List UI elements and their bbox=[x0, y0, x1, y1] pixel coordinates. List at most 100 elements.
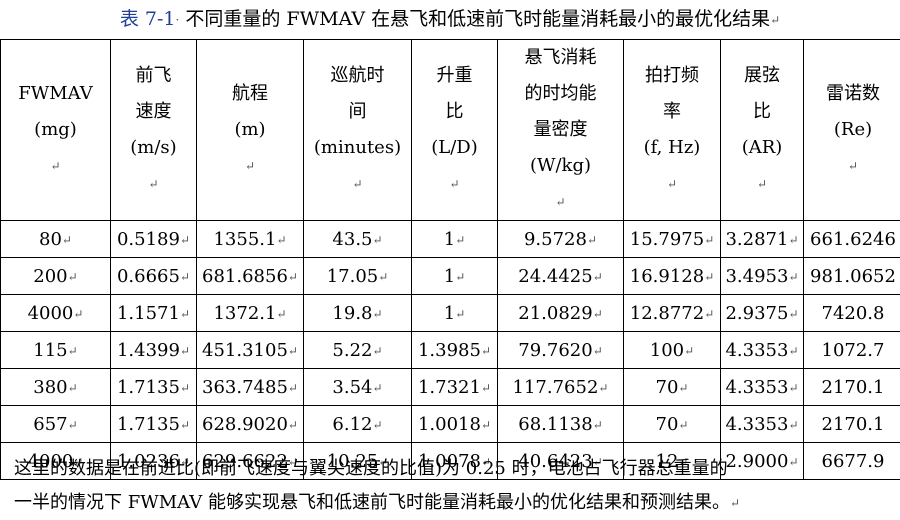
table-cell: 657↵ bbox=[1, 406, 111, 443]
paragraph-mark-icon: ↵ bbox=[73, 307, 83, 321]
header-line: 比 bbox=[721, 94, 803, 130]
table-cell: 19.8↵ bbox=[304, 295, 412, 332]
cell-value: 0.6665 bbox=[117, 266, 180, 287]
cell-value: 79.7620 bbox=[518, 340, 592, 361]
table-caption: 表 7-1· 不同重量的 FWMAV 在悬飞和低速前飞时能量消耗最小的最优化结果… bbox=[0, 4, 900, 31]
header-cell: 雷诺数(Re)↵ bbox=[804, 40, 900, 221]
table-cell: 21.0829↵ bbox=[498, 295, 624, 332]
table-cell: 1↵ bbox=[412, 295, 498, 332]
table-cell: 4.3353↵ bbox=[721, 332, 804, 369]
paragraph-mark-icon: ↵ bbox=[180, 270, 190, 284]
header-line: (minutes) bbox=[304, 130, 411, 166]
note-line-1: 这里的数据是在前进比(即前飞速度与翼尖速度的比值)为 0.25 时，电池占飞行器… bbox=[14, 452, 900, 486]
cell-value: 1.0018 bbox=[418, 414, 481, 435]
header-line: 比 bbox=[412, 94, 497, 130]
header-line: (L/D) bbox=[412, 130, 497, 166]
cell-value: 4000 bbox=[28, 303, 74, 324]
header-line: 航程 bbox=[197, 76, 303, 112]
table-cell: 24.4425↵ bbox=[498, 258, 624, 295]
header-cell: 航程(m) ↵ bbox=[197, 40, 304, 221]
header-line: 拍打频 bbox=[624, 58, 720, 94]
header-line: (m) bbox=[197, 112, 303, 148]
paragraph-mark-icon: ↵ bbox=[587, 233, 597, 247]
header-line: FWMAV bbox=[1, 76, 110, 112]
table-cell: 681.6856↵ bbox=[197, 258, 304, 295]
cell-value: 981.0652 bbox=[810, 266, 896, 287]
table-cell: 16.9128↵ bbox=[624, 258, 721, 295]
header-line: (m/s) bbox=[111, 130, 196, 166]
cell-value: 3.54 bbox=[332, 377, 372, 398]
header-line: (f, Hz) bbox=[624, 130, 720, 166]
note-line-2: 一半的情况下 FWMAV 能够实现悬飞和低速前飞时能量消耗最小的优化结果和预测结… bbox=[14, 486, 900, 520]
cell-value: 7420.8 bbox=[822, 303, 885, 324]
cell-value: 363.7485 bbox=[202, 377, 288, 398]
paragraph-mark-icon: ↵ bbox=[455, 233, 465, 247]
table-cell: 70↵ bbox=[624, 406, 721, 443]
paragraph-mark-icon: ↵ bbox=[593, 418, 603, 432]
cell-value: 21.0829 bbox=[518, 303, 592, 324]
cell-value: 200 bbox=[33, 266, 67, 287]
paragraph-mark-icon: ↵ bbox=[757, 177, 767, 191]
table-cell: 1.7135↵ bbox=[111, 406, 197, 443]
header-cell: FWMAV(mg) ↵ bbox=[1, 40, 111, 221]
table-cell: 200↵ bbox=[1, 258, 111, 295]
cell-value: 70 bbox=[656, 377, 679, 398]
table-cell: 9.5728↵ bbox=[498, 221, 624, 258]
paragraph-mark-icon: ↵ bbox=[288, 344, 298, 358]
cell-value: 2170.1 bbox=[822, 377, 885, 398]
paragraph-mark-icon: ↵ bbox=[373, 233, 383, 247]
paragraph-mark-icon: ↵ bbox=[378, 270, 388, 284]
header-line: 的时均能 bbox=[498, 76, 623, 112]
cell-value: 6.12 bbox=[332, 414, 372, 435]
header-line: (mg) bbox=[1, 112, 110, 148]
table-cell: 1.7321↵ bbox=[412, 369, 498, 406]
cell-value: 657 bbox=[33, 414, 67, 435]
cell-value: 80 bbox=[39, 229, 62, 250]
cell-value: 3.4953 bbox=[725, 266, 788, 287]
table-cell: 1↵ bbox=[412, 258, 498, 295]
cell-value: 661.6246 bbox=[810, 229, 896, 250]
cell-value: 1.3985 bbox=[418, 340, 481, 361]
header-cell: 巡航时间(minutes)↵ bbox=[304, 40, 412, 221]
paragraph-mark-icon: ↵ bbox=[848, 159, 858, 173]
table-row: 80↵0.5189↵1355.1↵43.5↵1↵9.5728↵15.7975↵3… bbox=[1, 221, 900, 258]
paragraph-mark-icon: ↵ bbox=[62, 233, 72, 247]
paragraph-mark-icon: ↵ bbox=[245, 159, 255, 173]
cell-value: 1.7135 bbox=[117, 414, 180, 435]
header-cell: 升重比(L/D) ↵ bbox=[412, 40, 498, 221]
paragraph-mark-icon: ↵ bbox=[730, 496, 740, 510]
paragraph-mark-icon: ↵ bbox=[788, 233, 798, 247]
header-line: 速度 bbox=[111, 94, 196, 130]
table-row: 115↵1.4399↵451.3105↵5.22↵1.3985↵79.7620↵… bbox=[1, 332, 900, 369]
paragraph-mark-icon: ↵ bbox=[788, 418, 798, 432]
cell-value: 1.1571 bbox=[117, 303, 180, 324]
cell-value: 1372.1 bbox=[213, 303, 276, 324]
cell-value: 19.8 bbox=[332, 303, 372, 324]
table-cell: 3.2871↵ bbox=[721, 221, 804, 258]
header-line: 展弦 bbox=[721, 58, 803, 94]
table-cell: 1355.1↵ bbox=[197, 221, 304, 258]
paragraph-mark-icon: ↵ bbox=[449, 177, 459, 191]
cell-value: 43.5 bbox=[332, 229, 372, 250]
table-cell: 5.22↵ bbox=[304, 332, 412, 369]
table-cell: 117.7652↵ bbox=[498, 369, 624, 406]
paragraph-mark-icon: ↵ bbox=[593, 270, 603, 284]
table-cell: 2170.1 bbox=[804, 406, 900, 443]
cell-value: 68.1138 bbox=[518, 414, 592, 435]
header-line: 雷诺数 bbox=[804, 76, 900, 112]
header-line: 巡航时 bbox=[304, 58, 411, 94]
header-line: 升重 bbox=[412, 58, 497, 94]
cell-value: 1355.1 bbox=[213, 229, 276, 250]
cell-value: 70 bbox=[656, 414, 679, 435]
table-cell: 17.05↵ bbox=[304, 258, 412, 295]
table-cell: 1.3985↵ bbox=[412, 332, 498, 369]
table-cell: 7420.8 bbox=[804, 295, 900, 332]
cell-value: 15.7975 bbox=[630, 229, 704, 250]
table-cell: 6.12↵ bbox=[304, 406, 412, 443]
paragraph-mark-icon: ↵ bbox=[50, 159, 60, 173]
table-header-row: FWMAV(mg)↵前飞速度(m/s)↵航程(m)↵巡航时间(minutes)↵… bbox=[1, 40, 900, 221]
paragraph-mark-icon: ↵ bbox=[555, 195, 565, 209]
paragraph-mark-icon: ↵ bbox=[598, 381, 608, 395]
table-cell: 4.3353↵ bbox=[721, 369, 804, 406]
table-body: 80↵0.5189↵1355.1↵43.5↵1↵9.5728↵15.7975↵3… bbox=[1, 221, 900, 480]
